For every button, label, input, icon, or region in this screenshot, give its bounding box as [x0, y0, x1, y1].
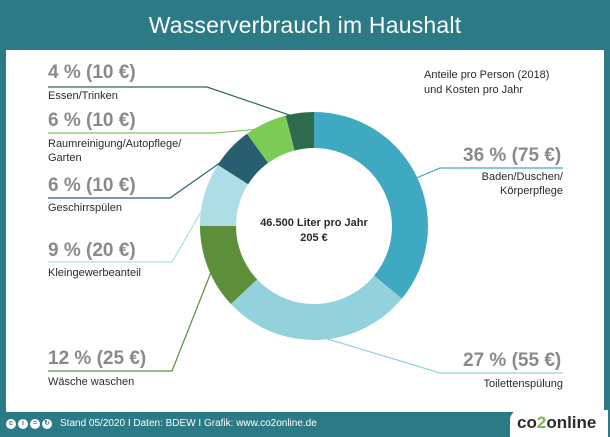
label-essen-trinken-pct: 4 % (10 €) — [48, 62, 136, 83]
cc-by-icon: i — [18, 419, 28, 429]
label-raumreinigung-cat-line1: Raumreinigung/Autopflege/ — [48, 138, 182, 150]
donut-slice-1 — [230, 275, 402, 341]
label-kleingewerbe-cat: Kleingewerbeanteil — [48, 267, 141, 279]
leader-line-raumreinigung — [48, 127, 269, 134]
donut-slice-2 — [200, 226, 258, 305]
leader-line-toilette — [317, 335, 563, 374]
label-geschirrspuelen-pct: 6 % (10 €) — [48, 175, 136, 196]
label-raumreinigung-pct: 6 % (10 €) — [48, 110, 136, 131]
label-toilette-cat: Toilettenspülung — [483, 378, 563, 390]
label-baden-cat-line1: Baden/Duschen/ — [481, 171, 563, 183]
label-essen-trinken-cat: Essen/Trinken — [48, 90, 118, 102]
label-geschirrspuelen-cat: Geschirrspülen — [48, 202, 122, 214]
label-baden-cat: Baden/Duschen/ Körperpflege — [463, 170, 563, 198]
label-toilette-pct: 27 % (55 €) — [463, 350, 562, 371]
chart-subtitle: Anteile pro Person (2018) und Kosten pro… — [424, 68, 574, 98]
chart-title: Wasserverbrauch im Haushalt — [0, 0, 610, 50]
logo-background — [510, 410, 608, 437]
label-raumreinigung-cat: Raumreinigung/Autopflege/ Garten — [48, 137, 181, 165]
label-baden-pct: 36 % (75 €) — [463, 145, 562, 166]
label-baden-cat-line2: Körperpflege — [500, 185, 563, 197]
footer-source-text: Stand 05/2020 I Daten: BDEW I Grafik: ww… — [60, 418, 317, 429]
donut-slice-3 — [200, 164, 249, 226]
donut-slice-5 — [246, 115, 295, 163]
donut-slices — [200, 112, 428, 341]
center-label: 46.500 Liter pro Jahr 205 € — [240, 216, 388, 246]
leader-line-waesche — [48, 265, 215, 372]
subtitle-line-1: Anteile pro Person (2018) — [424, 69, 550, 81]
co2online-logo: co2online — [517, 413, 597, 432]
leader-line-essen — [48, 86, 301, 120]
donut-slice-0 — [314, 112, 428, 299]
cc-icon: c — [6, 419, 16, 429]
leader-line-baden — [411, 167, 563, 181]
donut-slice-4 — [217, 133, 269, 185]
label-waesche-pct: 12 % (25 €) — [48, 348, 147, 369]
center-total-cost: 205 € — [300, 232, 328, 244]
leader-line-geschirr — [48, 151, 236, 199]
subtitle-line-2: und Kosten pro Jahr — [424, 84, 524, 96]
leader-lines — [48, 86, 563, 374]
footer-bar: c i = ↻ Stand 05/2020 I Daten: BDEW I Gr… — [0, 412, 610, 437]
label-raumreinigung-cat-line2: Garten — [48, 152, 82, 164]
label-kleingewerbe-pct: 9 % (20 €) — [48, 240, 136, 261]
cc-sa-icon: ↻ — [42, 419, 52, 429]
donut-slice-6 — [285, 112, 314, 151]
leader-line-kleingewerbe — [48, 195, 211, 263]
cc-nd-icon: = — [30, 419, 40, 429]
center-total-liters: 46.500 Liter pro Jahr — [260, 217, 368, 229]
label-waesche-cat: Wäsche waschen — [48, 376, 135, 388]
